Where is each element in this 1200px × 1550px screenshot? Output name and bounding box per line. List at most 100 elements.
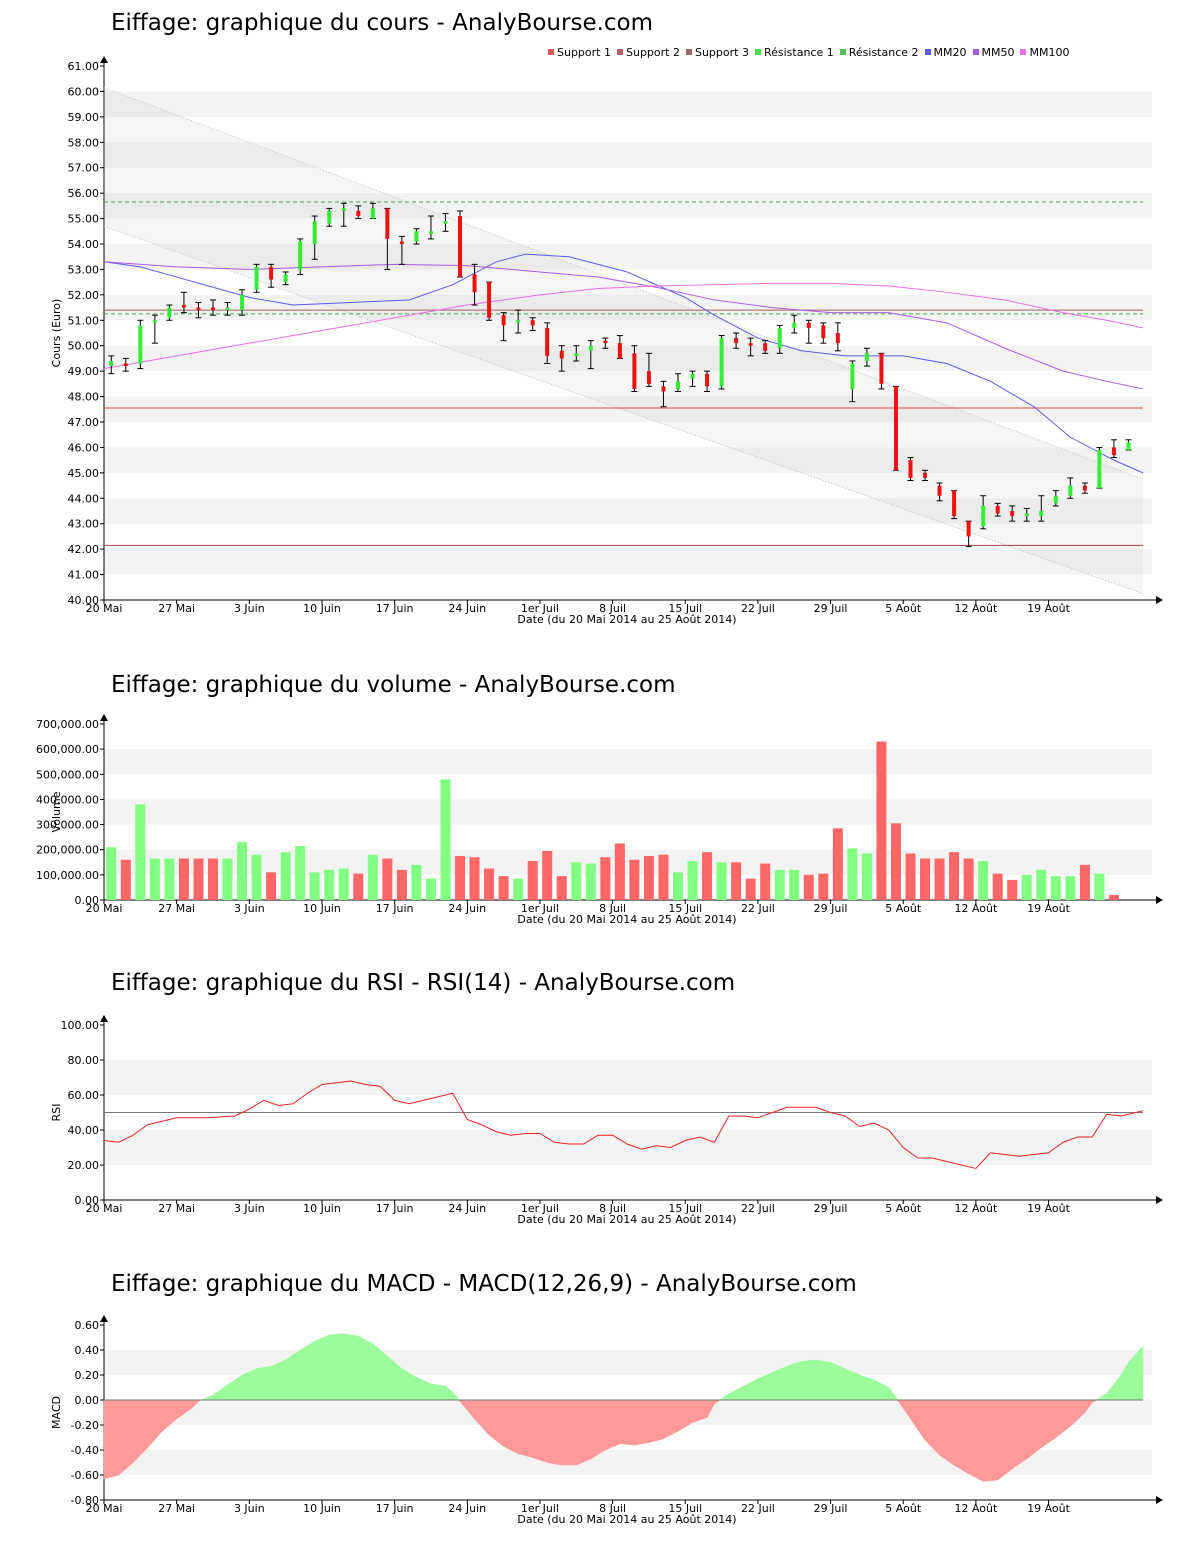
y-tick-label: 57.00 [68,162,100,175]
macd-positive-area [445,1385,454,1401]
candle-body [414,231,419,242]
volume-bar [251,854,262,900]
legend-label: Support 3 [694,46,749,59]
x-tick-label: 29 Juil [814,1202,848,1215]
volume-bar [367,854,378,900]
macd-negative-area [118,1399,134,1476]
volume-bar [1094,873,1105,900]
macd-negative-area [561,1399,577,1466]
x-tick-label: 12 Août [954,602,998,615]
x-ticks: 20 Mai 27 Mai 3 Juin 10 Juin 17 Juin 24 Juin 1… [86,600,1071,615]
y-tick-label: 80.00 [68,1054,100,1067]
x-tick-label: 19 Août [1027,1502,1071,1515]
candle-body [777,327,782,349]
candle [369,202,376,220]
x-axis-label: Date (du 20 Mai 2014 au 25 Août 2014) [517,613,736,626]
candle [1096,446,1103,489]
volume-bar [527,861,538,900]
macd-positive-area [256,1365,272,1401]
volume-bar [411,864,422,900]
macd-negative-area [982,1399,998,1482]
x-tick-label: 15 Juil [668,602,702,615]
x-tick-label: 15 Juil [668,1502,702,1515]
candle [602,337,609,349]
volume-bar [338,868,349,900]
candles [108,202,1132,548]
macd-positive-area [314,1334,330,1401]
candle-body [210,307,215,311]
candle [529,317,536,331]
candle-body [1010,511,1015,517]
candle-body [487,282,492,318]
volume-bar [600,857,611,900]
y-tick-label: 55.00 [68,213,100,226]
x-tick-label: 17 Juin [376,1202,414,1215]
y-tick-label: 0.40 [75,1344,100,1357]
candle [936,482,943,502]
macd-positive-area [786,1360,802,1401]
candle [660,380,667,408]
x-tick-label: 3 Juin [234,1202,265,1215]
candle [558,345,565,372]
candle-body [559,350,564,359]
candle-body [312,221,317,244]
y-axis-arrow [100,56,108,63]
candle [907,457,914,481]
candle [297,238,304,276]
macd-positive-area [757,1372,773,1401]
volume-bar [963,858,974,900]
candle [965,520,972,548]
candle-body [966,521,971,537]
candle [1038,495,1045,522]
legend-label: Résistance 1 [763,46,834,59]
volume-chart: 0.00 100,000.00 200,000.00 300,000.00 400,00… [36,714,1163,926]
price-chart: 40.00 41.00 42.00 43.00 44.00 45.00 46.00 47.00… [50,56,1163,626]
candle-body [254,266,259,290]
macd-negative-area [1026,1399,1042,1460]
candle-body [646,371,651,384]
y-tick-label: 58.00 [68,136,100,149]
grid-band [104,447,1152,473]
macd-positive-area [801,1359,817,1401]
legend-label: MM50 [981,46,1015,59]
y-axis-arrow [100,714,108,721]
candle [791,314,798,334]
y-tick-label: 40.00 [68,1124,100,1137]
macd-positive-area [343,1333,359,1401]
candle [762,340,769,354]
macd-positive-area [1095,1393,1107,1401]
candle [704,370,711,392]
macd-positive-area [299,1340,316,1401]
grid-band [104,142,1152,168]
macd-negative-area [1055,1399,1071,1439]
macd-positive-area [888,1386,897,1401]
x-tick-label: 24 Juin [448,602,486,615]
grid-band [104,91,1152,117]
x-tick-label: 1er Juil [521,902,559,915]
x-ticks: 20 Mai 27 Mai 3 Juin 10 Juin 17 Juin 24 Juin 1… [86,1500,1071,1515]
macd-negative-area [1011,1399,1028,1470]
x-axis-arrow [1156,1496,1163,1504]
macd-positive-area [212,1384,228,1401]
macd-negative-area [474,1399,490,1436]
candle [515,309,522,334]
candle-body [879,353,884,384]
candle-body [458,216,463,278]
grid-band [104,244,1152,270]
y-tick-label: 0.60 [75,1319,100,1332]
grid-band [104,1060,1152,1095]
volume-bar [934,858,945,900]
macd-negative-area [663,1399,679,1440]
macd-positive-area [873,1379,889,1401]
candle-body [719,338,724,387]
y-tick-label: 60.00 [68,85,100,98]
x-tick-label: 24 Juin [448,1202,486,1215]
x-tick-label: 1er Juil [521,602,559,615]
x-tick-label: 20 Mai [86,1202,123,1215]
candle [340,202,347,227]
volume-bar [295,845,306,900]
volume-bar [440,779,451,900]
candle-body [269,266,274,280]
y-tick-label: 500,000.00 [36,768,99,781]
volume-bar [135,804,146,900]
